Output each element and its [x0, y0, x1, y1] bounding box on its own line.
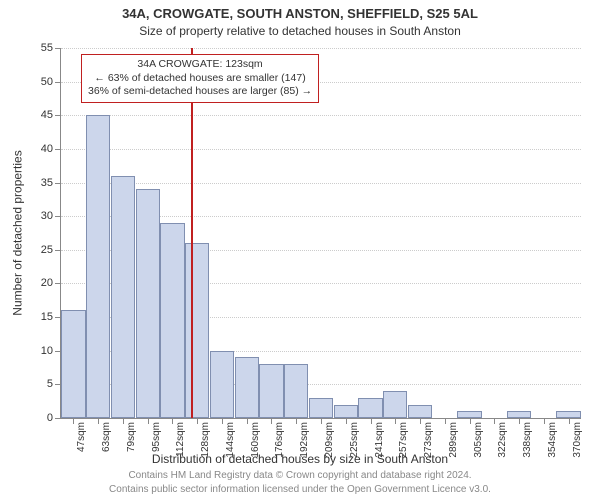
y-tick	[55, 115, 61, 116]
footer-line-1: Contains HM Land Registry data © Crown c…	[0, 470, 600, 481]
y-tick	[55, 183, 61, 184]
y-tick	[55, 418, 61, 419]
y-tick-label: 35	[41, 177, 53, 189]
bar	[457, 411, 481, 418]
gridline	[61, 149, 581, 150]
y-tick	[55, 317, 61, 318]
bar	[185, 243, 209, 418]
bar	[235, 357, 259, 418]
bar	[210, 351, 234, 418]
x-tick	[544, 418, 545, 424]
y-tick	[55, 351, 61, 352]
bar	[259, 364, 283, 418]
gridline	[61, 183, 581, 184]
y-tick	[55, 283, 61, 284]
x-tick	[98, 418, 99, 424]
x-tick	[569, 418, 570, 424]
y-tick	[55, 48, 61, 49]
x-tick	[247, 418, 248, 424]
x-tick	[494, 418, 495, 424]
bar	[556, 411, 580, 418]
x-tick-label: 79sqm	[126, 422, 137, 452]
x-axis-title: Distribution of detached houses by size …	[0, 452, 600, 466]
gridline	[61, 48, 581, 49]
y-axis-title: Number of detached properties	[10, 48, 26, 418]
y-tick-label: 25	[41, 244, 53, 256]
bar	[160, 223, 184, 418]
footer-line-2: Contains public sector information licen…	[0, 484, 600, 495]
x-tick	[371, 418, 372, 424]
x-tick	[73, 418, 74, 424]
x-tick	[470, 418, 471, 424]
y-tick-label: 55	[41, 42, 53, 54]
plot-area: 051015202530354045505547sqm63sqm79sqm95s…	[60, 48, 581, 419]
x-tick	[123, 418, 124, 424]
x-tick	[271, 418, 272, 424]
y-tick	[55, 149, 61, 150]
x-tick	[346, 418, 347, 424]
y-tick-label: 50	[41, 76, 53, 88]
bar	[61, 310, 85, 418]
reference-line	[191, 48, 193, 418]
chart-subtitle: Size of property relative to detached ho…	[0, 24, 600, 38]
x-tick-label: 95sqm	[151, 422, 162, 452]
bar	[309, 398, 333, 418]
y-tick-label: 5	[47, 378, 53, 390]
bar	[334, 405, 358, 418]
annotation-line: 36% of semi-detached houses are larger (…	[88, 85, 312, 99]
gridline	[61, 115, 581, 116]
annotation-line: 34A CROWGATE: 123sqm	[88, 58, 312, 72]
x-tick	[420, 418, 421, 424]
y-tick	[55, 216, 61, 217]
annotation-line: ← 63% of detached houses are smaller (14…	[88, 72, 312, 86]
x-tick	[519, 418, 520, 424]
x-tick-label: 63sqm	[101, 422, 112, 452]
x-tick	[321, 418, 322, 424]
bar	[408, 405, 432, 418]
x-tick	[197, 418, 198, 424]
x-tick	[148, 418, 149, 424]
x-tick	[222, 418, 223, 424]
y-tick	[55, 384, 61, 385]
bar	[358, 398, 382, 418]
y-tick-label: 15	[41, 311, 53, 323]
bar	[136, 189, 160, 418]
chart-container: 34A, CROWGATE, SOUTH ANSTON, SHEFFIELD, …	[0, 0, 600, 500]
x-tick	[395, 418, 396, 424]
y-tick-label: 0	[47, 412, 53, 424]
x-tick-label: 47sqm	[76, 422, 87, 452]
y-tick-label: 30	[41, 210, 53, 222]
annotation-box: 34A CROWGATE: 123sqm← 63% of detached ho…	[81, 54, 319, 103]
y-tick-label: 40	[41, 143, 53, 155]
y-tick	[55, 250, 61, 251]
chart-title: 34A, CROWGATE, SOUTH ANSTON, SHEFFIELD, …	[0, 6, 600, 21]
bar	[383, 391, 407, 418]
x-tick	[445, 418, 446, 424]
y-tick	[55, 82, 61, 83]
y-tick-label: 20	[41, 277, 53, 289]
bar	[507, 411, 531, 418]
bar	[284, 364, 308, 418]
bar	[111, 176, 135, 418]
bar	[86, 115, 110, 418]
y-tick-label: 45	[41, 109, 53, 121]
x-tick	[296, 418, 297, 424]
y-tick-label: 10	[41, 345, 53, 357]
x-tick	[172, 418, 173, 424]
